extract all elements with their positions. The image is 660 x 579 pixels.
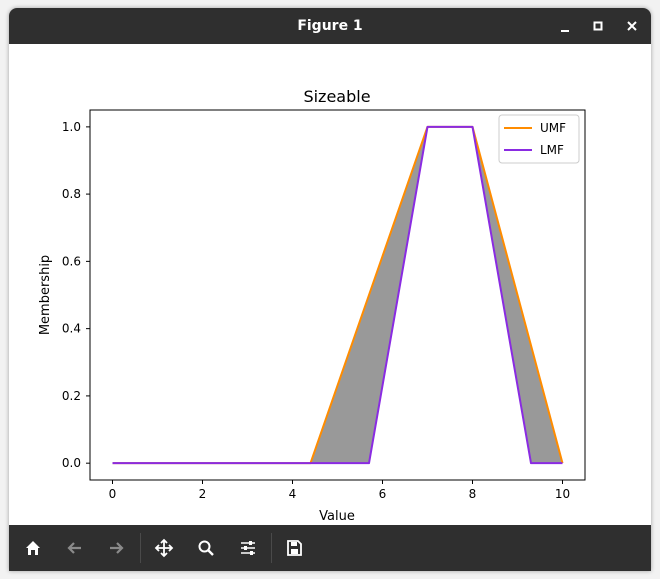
x-tick-label: 2 <box>199 487 207 501</box>
y-tick-label: 0.6 <box>62 254 81 268</box>
sliders-icon <box>241 541 255 555</box>
x-tick-label: 6 <box>379 487 387 501</box>
title-bar: Figure 1 <box>9 8 651 44</box>
figure-canvas[interactable]: Sizeable 0 2 4 6 8 10 0.0 0.2 0.4 0.6 0.8 1.0 Valu… <box>9 44 651 525</box>
navigation-toolbar <box>9 525 651 571</box>
arrow-right-icon <box>110 542 124 554</box>
zoom-button[interactable] <box>194 536 218 560</box>
chart: Sizeable 0 2 4 6 8 10 0.0 0.2 0.4 0.6 0.8 1.0 Valu… <box>38 87 586 524</box>
maximize-icon <box>593 21 603 31</box>
pan-button[interactable] <box>152 536 176 560</box>
x-axis-label: Value <box>319 509 355 524</box>
x-tick-label: 4 <box>289 487 297 501</box>
home-button[interactable] <box>21 536 45 560</box>
home-icon <box>26 541 40 555</box>
search-icon <box>198 540 214 556</box>
fill-between-area <box>112 126 563 464</box>
back-button[interactable] <box>63 536 87 560</box>
x-axis: 0 2 4 6 8 10 <box>109 480 570 501</box>
y-tick-label: 0.2 <box>62 389 81 403</box>
minimize-button[interactable] <box>553 14 577 38</box>
x-tick-label: 0 <box>109 487 117 501</box>
x-tick-label: 8 <box>469 487 477 501</box>
configure-subplots-button[interactable] <box>236 536 260 560</box>
lines-layer <box>112 125 564 465</box>
save-button[interactable] <box>282 536 306 560</box>
maximize-button[interactable] <box>586 14 610 38</box>
y-tick-label: 0.8 <box>62 187 81 201</box>
x-tick-label: 10 <box>555 487 570 501</box>
arrow-left-icon <box>67 542 81 554</box>
forward-button[interactable] <box>104 536 128 560</box>
y-axis: 0.0 0.2 0.4 0.6 0.8 1.0 <box>62 120 90 470</box>
move-icon <box>154 538 174 558</box>
y-tick-label: 1.0 <box>62 120 81 134</box>
save-icon <box>287 540 302 556</box>
legend-label: LMF <box>540 143 564 157</box>
toolbar-separator <box>271 533 272 563</box>
figure-window: Figure 1 Sizeable 0 2 4 6 8 10 0.0 0.2 0.4 0.6 0.… <box>9 8 651 571</box>
legend-box <box>498 114 580 164</box>
chart-title: Sizeable <box>303 87 370 106</box>
fill-layer <box>112 126 563 464</box>
y-tick-label: 0.4 <box>62 322 81 336</box>
legend: UMF LMF <box>498 114 580 164</box>
y-axis-label: Membership <box>38 255 53 335</box>
minimize-icon <box>561 30 569 32</box>
window-title: Figure 1 <box>297 18 363 34</box>
close-icon <box>627 21 637 31</box>
legend-label: UMF <box>540 121 566 135</box>
toolbar-separator <box>140 533 141 563</box>
series-line-lmf <box>112 125 563 465</box>
close-button[interactable] <box>620 14 644 38</box>
axes-frame <box>89 109 586 481</box>
y-tick-label: 0.0 <box>62 456 81 470</box>
